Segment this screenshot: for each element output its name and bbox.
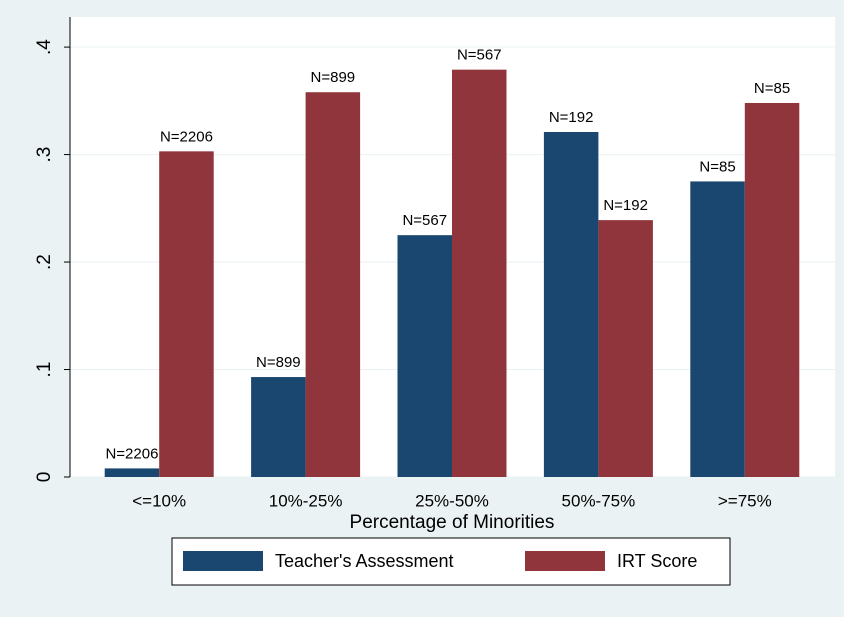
y-tick-label: .3 xyxy=(34,147,55,163)
bar xyxy=(690,181,745,477)
bar xyxy=(397,235,452,477)
y-tick-label: .2 xyxy=(34,254,55,270)
y-tick-label: 0 xyxy=(34,472,55,483)
bar xyxy=(104,468,160,477)
x-tick-label: <=10% xyxy=(132,491,186,510)
bar-annotation: N=567 xyxy=(457,47,502,64)
y-tick-label: .1 xyxy=(34,362,55,378)
bar-annotation: N=2206 xyxy=(160,128,213,145)
x-tick-label: >=75% xyxy=(718,491,772,510)
bar xyxy=(305,92,361,477)
x-tick-label: 10%-25% xyxy=(269,491,343,510)
y-tick-label: .4 xyxy=(34,39,55,55)
bar xyxy=(598,220,653,477)
bar-annotation: N=899 xyxy=(256,354,301,371)
bar-annotation: N=192 xyxy=(603,197,648,214)
bar-annotation: N=192 xyxy=(549,109,594,126)
x-axis-title: Percentage of Minorities xyxy=(350,512,555,533)
bar xyxy=(543,132,599,477)
legend-label: IRT Score xyxy=(617,551,697,571)
x-tick-label: 50%-75% xyxy=(562,491,636,510)
bar xyxy=(251,377,306,477)
legend-swatch xyxy=(183,551,263,571)
legend-swatch xyxy=(525,551,605,571)
bar xyxy=(452,69,507,478)
bar-annotation: N=899 xyxy=(311,69,356,86)
bar-annotation: N=2206 xyxy=(105,445,158,462)
bar-annotation: N=567 xyxy=(402,212,447,229)
x-tick-label: 25%-50% xyxy=(415,491,489,510)
bar xyxy=(744,102,800,477)
legend-label: Teacher's Assessment xyxy=(275,551,454,571)
legend xyxy=(171,537,731,586)
bar xyxy=(159,151,214,477)
bar-annotation: N=85 xyxy=(754,80,790,97)
bar-annotation: N=85 xyxy=(699,158,735,175)
